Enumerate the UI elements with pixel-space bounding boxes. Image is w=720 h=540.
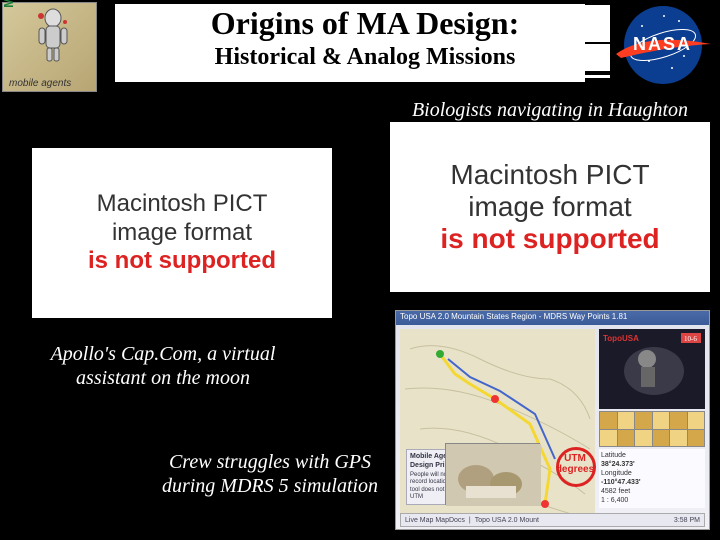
utm-line1: UTM — [564, 453, 586, 464]
sub-title: Historical & Analog Missions — [120, 44, 610, 71]
nasa-logo: NASA — [615, 6, 710, 84]
title-area: Origins of MA Design: Historical & Analo… — [120, 5, 610, 78]
map-canvas: Mobile Agents for Navigation Design Prin… — [400, 329, 595, 527]
utm-callout: UTM degrees — [544, 447, 606, 487]
sidebar-photo: TopoUSA 10-6 — [599, 329, 705, 409]
slide-header: MDRS 2006 mobile agents Origins of MA De… — [0, 0, 720, 95]
sidebar-color-grid — [599, 411, 705, 447]
pict-line1: Macintosh PICT — [97, 190, 268, 217]
nasa-text: NASA — [624, 34, 702, 55]
map-overlay-photo — [445, 443, 540, 505]
title-underline — [120, 75, 610, 78]
main-title: Origins of MA Design: — [120, 5, 610, 42]
sidebar-coords: Latitude 38°24.373' Longitude -110°47.43… — [599, 449, 705, 508]
caption-apollo: Apollo's Cap.Com, a virtual assistant on… — [18, 342, 308, 390]
mdrs-logo: MDRS 2006 mobile agents — [2, 2, 97, 92]
map-window-title: Topo USA 2.0 Mountain States Region - MD… — [396, 311, 709, 325]
taskbar-item-2: Topo USA 2.0 Mount — [475, 517, 539, 524]
map-taskbar: Live Map MapDocs | Topo USA 2.0 Mount 3:… — [400, 513, 705, 527]
pict-placeholder-right: Macintosh PICT image format is not suppo… — [390, 122, 710, 292]
taskbar-clock: 3:58 PM — [674, 517, 700, 524]
topo-brand: TopoUSA — [603, 334, 639, 343]
map-sidebar: TopoUSA 10-6 Latitude 38°24.373' Longitu… — [599, 329, 705, 527]
taskbar-item-1: Live Map MapDocs — [405, 517, 465, 524]
astronaut-icon — [33, 8, 73, 63]
map-screenshot: Topo USA 2.0 Mountain States Region - MD… — [395, 310, 710, 530]
pict-line2-r: image format — [468, 191, 631, 222]
pict-line3: is not supported — [88, 247, 276, 274]
mobile-agents-label: mobile agents — [9, 78, 71, 89]
mdrs-year-label: MDRS 2006 — [1, 0, 16, 8]
pict-line2: image format — [112, 219, 252, 246]
caption-crew: Crew struggles with GPS during MDRS 5 si… — [145, 450, 395, 498]
pict-placeholder-left: Macintosh PICT image format is not suppo… — [32, 148, 332, 318]
pict-line1-r: Macintosh PICT — [450, 159, 649, 190]
pict-line3-r: is not supported — [440, 223, 659, 254]
svg-text:10-6: 10-6 — [684, 335, 697, 343]
utm-line2: degrees — [556, 464, 594, 475]
